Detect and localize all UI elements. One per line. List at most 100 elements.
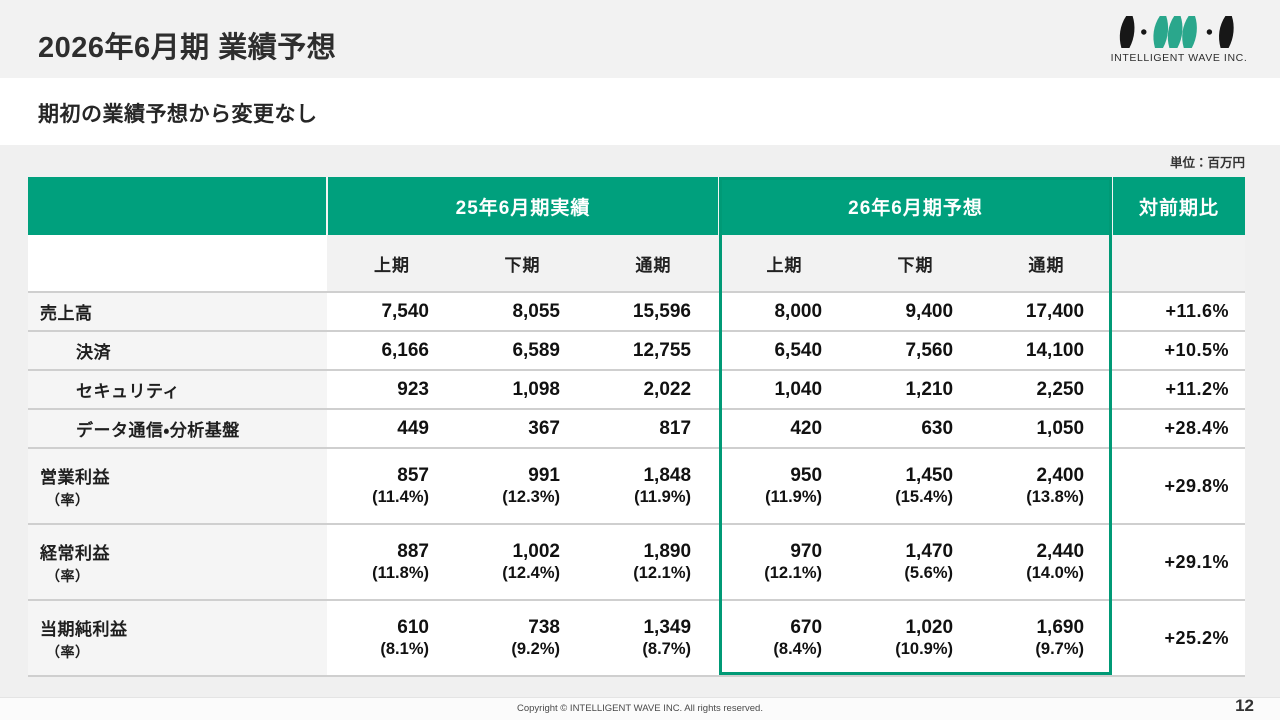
value-number: 7,540 bbox=[381, 300, 429, 322]
value-cell: 2,400 (13.8%) bbox=[981, 448, 1113, 524]
row-label-cell: 経常利益 （率） bbox=[28, 524, 327, 600]
value-number: 8,055 bbox=[512, 300, 560, 322]
table-row: 営業利益 （率） 857 (11.4%) 991 (12.3%) 1,848 (11.9%) 9… bbox=[28, 448, 1246, 524]
row-label-cell: セキュリティ bbox=[28, 370, 327, 409]
value-number: 887 bbox=[397, 541, 429, 562]
value-cell: 15,596 bbox=[588, 292, 720, 331]
value-number: 2,022 bbox=[643, 378, 692, 400]
copyright-text: Copyright © INTELLIGENT WAVE INC. All ri… bbox=[517, 703, 763, 714]
forecast-group-header: 26年6月期予想 bbox=[718, 177, 1113, 235]
value-cell: 1,210 bbox=[850, 370, 982, 409]
period-header-h2-forecast: 下期 bbox=[850, 235, 982, 292]
period-header-fy-actual: 通期 bbox=[588, 235, 720, 292]
logo-teal-blade-1 bbox=[1153, 16, 1169, 48]
value-cell: 738 (9.2%) bbox=[457, 600, 588, 676]
value-cell: 630 bbox=[850, 409, 982, 448]
value-number: 1,848 bbox=[643, 465, 692, 486]
row-label-cell: 決済 bbox=[28, 331, 327, 370]
value-number: 12,755 bbox=[632, 339, 692, 361]
row-rate-label: （率） bbox=[46, 567, 90, 584]
value-percent: (5.6%) bbox=[904, 564, 954, 582]
value-cell: 923 bbox=[327, 370, 457, 409]
value-percent: (13.8%) bbox=[1026, 488, 1085, 506]
value-number: 420 bbox=[790, 417, 823, 439]
value-number: 1,210 bbox=[905, 378, 954, 400]
value-number: 991 bbox=[528, 465, 560, 486]
value-number: 14,100 bbox=[1025, 339, 1085, 361]
value-number: 630 bbox=[921, 417, 954, 439]
value-percent: (8.7%) bbox=[642, 640, 692, 658]
period-header-h1-actual: 上期 bbox=[327, 235, 457, 292]
value-cell: 2,250 bbox=[981, 370, 1113, 409]
value-cell: 1,690 (9.7%) bbox=[981, 600, 1113, 676]
table-row: 決済 6,166 6,589 12,755 6,540 7,560 14,100 +10.5% bbox=[28, 331, 1246, 370]
yoy-cell: +11.2% bbox=[1112, 370, 1246, 409]
page-title: 2026年6月期 業績予想 bbox=[38, 32, 337, 64]
value-percent: (8.1%) bbox=[380, 640, 429, 658]
value-number: 1,450 bbox=[905, 465, 954, 486]
value-cell: 7,560 bbox=[850, 331, 982, 370]
value-percent: (9.7%) bbox=[1035, 640, 1085, 658]
value-cell: 887 (11.8%) bbox=[327, 524, 457, 600]
value-cell: 1,848 (11.9%) bbox=[588, 448, 720, 524]
table-group-header-row: 25年6月期実績 26年6月期予想 対前期比 bbox=[28, 177, 1246, 235]
value-cell: 8,055 bbox=[457, 292, 588, 331]
row-label: 当期純利益 bbox=[40, 619, 128, 639]
table-row: 当期純利益 （率） 610 (8.1%) 738 (9.2%) 1,349 (8.7%) 670… bbox=[28, 600, 1246, 676]
actual-group-header: 25年6月期実績 bbox=[325, 177, 720, 235]
value-number: 6,166 bbox=[381, 339, 429, 361]
value-number: 923 bbox=[397, 378, 429, 400]
value-cell: 1,040 bbox=[719, 370, 851, 409]
value-cell: 817 bbox=[588, 409, 720, 448]
value-cell: 1,050 bbox=[981, 409, 1113, 448]
value-cell: 2,022 bbox=[588, 370, 720, 409]
value-number: 15,596 bbox=[632, 300, 692, 322]
value-number: 1,470 bbox=[905, 541, 954, 562]
value-percent: (11.9%) bbox=[765, 488, 823, 506]
value-percent: (11.9%) bbox=[634, 488, 692, 506]
logo-company-name: INTELLIGENT WAVE INC. bbox=[1110, 52, 1248, 64]
value-number: 449 bbox=[397, 417, 429, 439]
value-percent: (10.9%) bbox=[895, 640, 954, 658]
table-period-header-row: 上期 下期 通期 上期 下期 通期 bbox=[28, 235, 1246, 292]
period-header-h2-actual: 下期 bbox=[457, 235, 588, 292]
value-cell: 17,400 bbox=[981, 292, 1113, 331]
row-label: データ通信・分析基盤 bbox=[76, 421, 240, 440]
value-cell: 1,470 (5.6%) bbox=[850, 524, 982, 600]
value-cell: 610 (8.1%) bbox=[327, 600, 457, 676]
value-number: 17,400 bbox=[1025, 300, 1085, 322]
value-number: 1,002 bbox=[512, 541, 560, 562]
value-number: 6,589 bbox=[512, 339, 560, 361]
table-row: 売上高 7,540 8,055 15,596 8,000 9,400 17,400 +11.6… bbox=[28, 292, 1246, 331]
value-percent: (14.0%) bbox=[1026, 564, 1085, 582]
company-logo: INTELLIGENT WAVE INC. bbox=[1104, 10, 1254, 68]
value-percent: (12.1%) bbox=[633, 564, 692, 582]
logo-dot-left bbox=[1141, 29, 1147, 35]
value-number: 970 bbox=[790, 541, 823, 562]
value-cell: 970 (12.1%) bbox=[719, 524, 851, 600]
value-cell: 9,400 bbox=[850, 292, 982, 331]
value-cell: 420 bbox=[719, 409, 851, 448]
row-label: 決済 bbox=[76, 343, 111, 362]
logo-teal-blade-2 bbox=[1167, 16, 1183, 48]
value-cell: 1,450 (15.4%) bbox=[850, 448, 982, 524]
value-cell: 1,098 bbox=[457, 370, 588, 409]
row-label-cell: 営業利益 （率） bbox=[28, 448, 327, 524]
row-label-cell: 売上高 bbox=[28, 292, 327, 331]
yoy-cell: +11.6% bbox=[1112, 292, 1246, 331]
value-cell: 857 (11.4%) bbox=[327, 448, 457, 524]
value-number: 7,560 bbox=[905, 339, 954, 361]
value-number: 8,000 bbox=[774, 300, 823, 322]
value-number: 857 bbox=[397, 465, 429, 486]
table-row: 経常利益 （率） 887 (11.8%) 1,002 (12.4%) 1,890 (12.1%… bbox=[28, 524, 1246, 600]
row-rate-label: （率） bbox=[46, 491, 90, 508]
value-number: 1,890 bbox=[643, 541, 692, 562]
value-cell: 991 (12.3%) bbox=[457, 448, 588, 524]
value-cell: 8,000 bbox=[719, 292, 851, 331]
value-number: 2,440 bbox=[1036, 541, 1085, 562]
value-number: 950 bbox=[790, 465, 823, 486]
value-cell: 1,349 (8.7%) bbox=[588, 600, 720, 676]
value-cell: 7,540 bbox=[327, 292, 457, 331]
value-number: 817 bbox=[659, 417, 692, 439]
